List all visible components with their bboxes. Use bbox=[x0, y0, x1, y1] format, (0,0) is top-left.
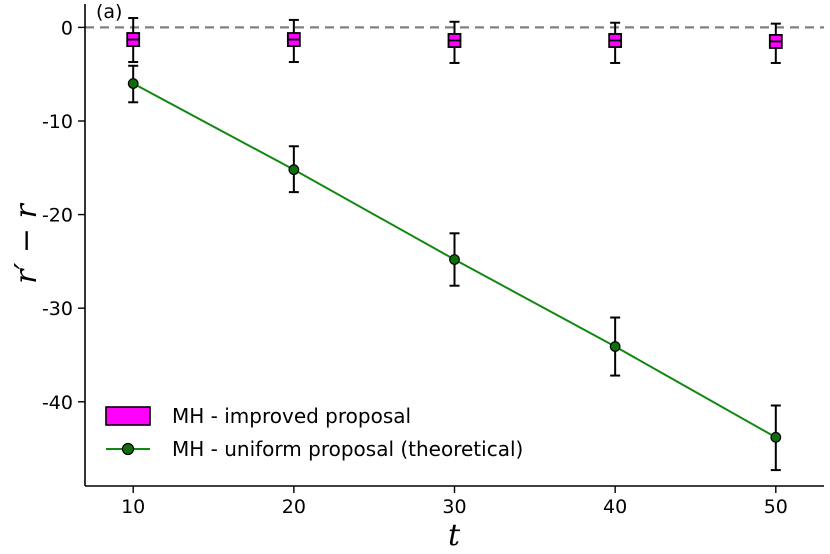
data-point bbox=[127, 78, 139, 89]
data-point bbox=[288, 164, 300, 176]
legend-marker-uniform bbox=[121, 442, 135, 456]
y-axis-label: r′ − r bbox=[9, 202, 44, 283]
x-axis-label: t bbox=[448, 518, 461, 553]
x-tick-label: 20 bbox=[282, 496, 306, 518]
data-point bbox=[449, 254, 460, 265]
y-tick-label: -30 bbox=[42, 298, 73, 320]
x-tick-label: 50 bbox=[764, 496, 788, 518]
panel-label: (a) bbox=[96, 1, 122, 23]
legend-swatch-improved bbox=[105, 406, 151, 426]
x-tick-label: 40 bbox=[603, 496, 627, 518]
data-point bbox=[770, 431, 782, 443]
x-tick-label: 30 bbox=[442, 496, 466, 518]
plot-area bbox=[85, 17, 824, 472]
legend: MH - improved proposal MH - uniform prop… bbox=[105, 404, 523, 461]
legend-label-improved: MH - improved proposal bbox=[172, 404, 411, 428]
y-tick-label: 0 bbox=[61, 17, 73, 39]
legend-label-uniform: MH - uniform proposal (theoretical) bbox=[172, 437, 523, 461]
y-tick-label: -10 bbox=[42, 111, 73, 133]
data-point bbox=[609, 341, 621, 352]
y-tick-label: -20 bbox=[42, 205, 73, 227]
axes: (a) t r′ − r 10 20 30 40 50 0 -10 -20 -30 -40 bbox=[9, 1, 824, 553]
y-tick-label: -40 bbox=[42, 392, 73, 414]
x-tick-label: 10 bbox=[121, 496, 145, 518]
